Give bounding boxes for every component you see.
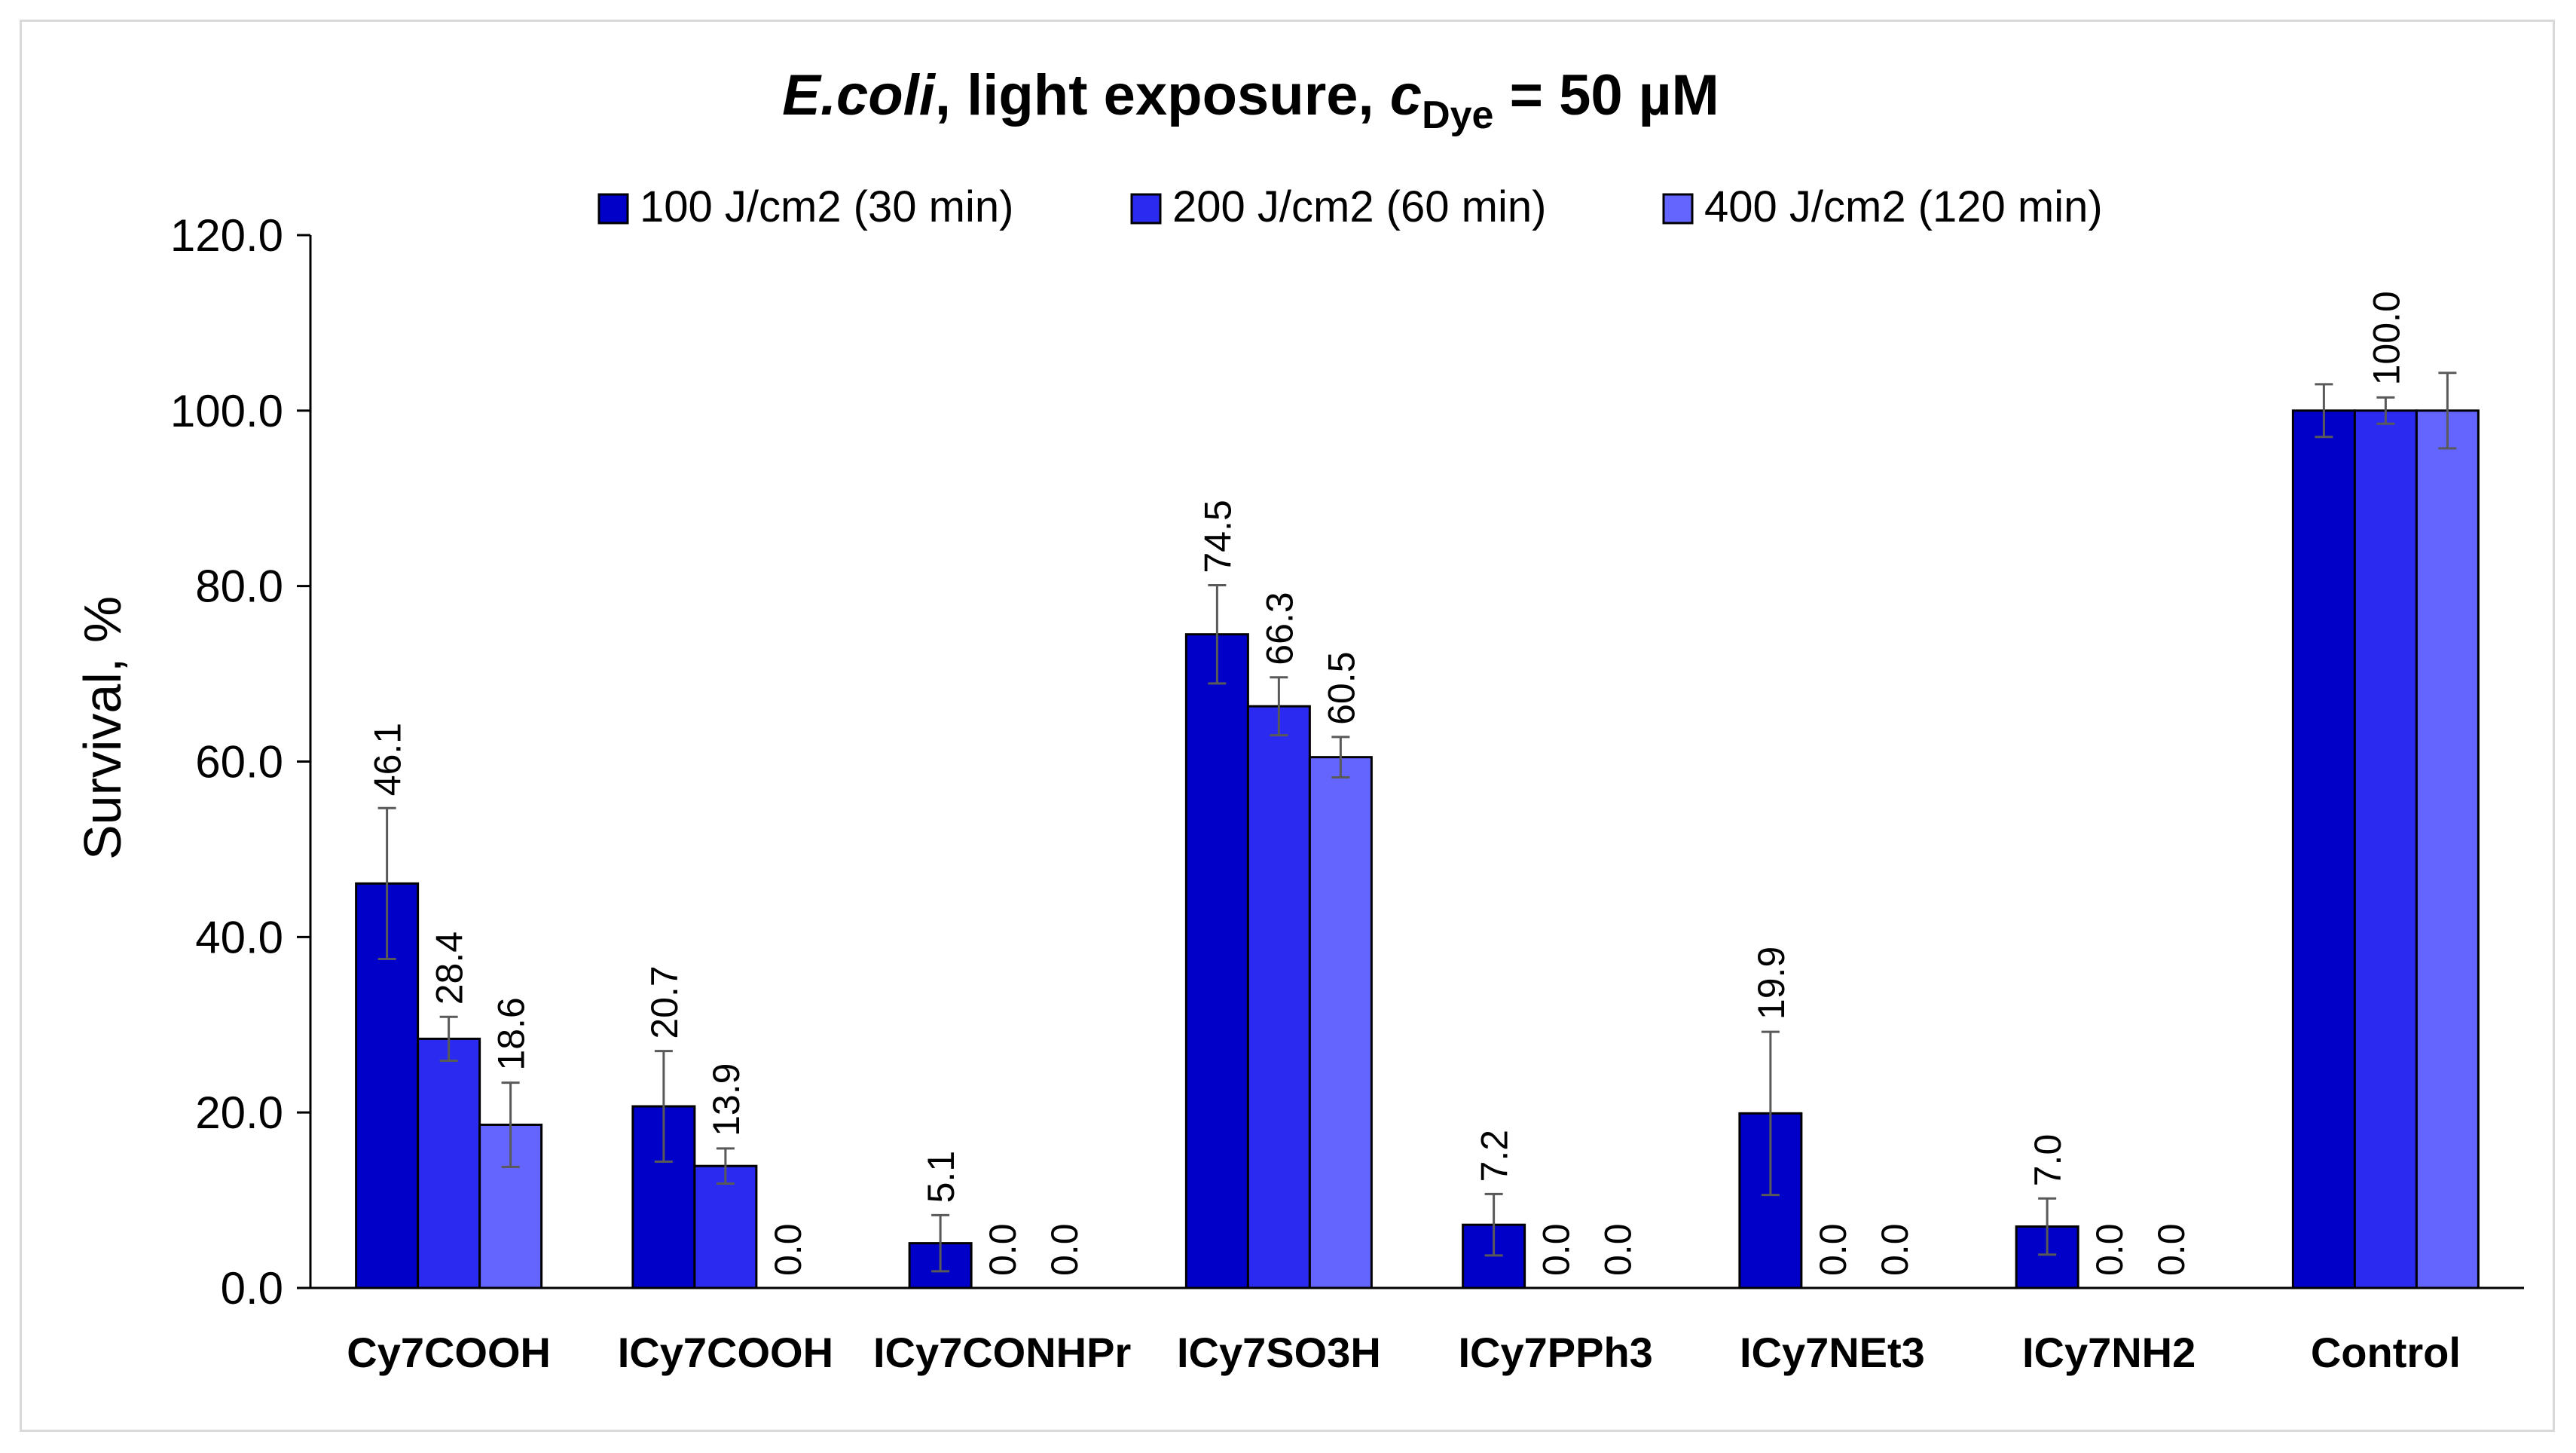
legend-label: 400 J/cm2 (120 min) <box>1704 182 2103 231</box>
data-label: 28.4 <box>429 931 471 1005</box>
title-c-subscript: Dye <box>1422 93 1493 137</box>
x-category-label: ICy7COOH <box>618 1329 833 1376</box>
x-category-label: Control <box>2311 1329 2461 1376</box>
data-label: 0.0 <box>2089 1223 2131 1276</box>
data-label: 19.9 <box>1750 947 1792 1020</box>
data-labels: 46.1 28.4 18.6 20.7 13.9 0.0 5.1 0.0 0.0 74.5 66.3… <box>367 291 2408 1276</box>
bar <box>1184 633 1249 1289</box>
data-label: 0.0 <box>1812 1223 1854 1276</box>
x-category-label: ICy7NEt3 <box>1740 1329 1925 1376</box>
data-label: 0.0 <box>1597 1223 1639 1276</box>
y-axis-label: Survival, % <box>73 596 132 860</box>
legend-label: 200 J/cm2 (60 min) <box>1172 182 1546 231</box>
data-label: 0.0 <box>2150 1223 2193 1276</box>
x-category-label: ICy7SO3H <box>1177 1329 1381 1376</box>
data-label: 74.5 <box>1196 500 1239 573</box>
legend: 100 J/cm2 (30 min) 200 J/cm2 (60 min) 400 … <box>597 182 2103 231</box>
x-category-label: ICy7CONHPr <box>873 1329 1131 1376</box>
data-label: 0.0 <box>982 1223 1024 1276</box>
bar <box>2353 409 2418 1289</box>
title-c-symbol: c <box>1390 63 1422 127</box>
bar <box>2415 409 2480 1289</box>
data-label: 100.0 <box>2365 291 2407 385</box>
y-axis: 0.0 20.0 40.0 60.0 80.0 100.0 120.0 <box>170 210 312 1314</box>
title-rest: , light exposure, <box>935 63 1390 127</box>
bar <box>417 1037 481 1289</box>
data-label: 7.0 <box>2027 1134 2069 1187</box>
bars <box>355 409 2480 1289</box>
data-label: 60.5 <box>1320 652 1362 725</box>
x-category-label: ICy7PPh3 <box>1458 1329 1652 1376</box>
y-tick-label: 0.0 <box>221 1263 283 1314</box>
legend-swatch <box>1130 193 1162 225</box>
data-label: 0.0 <box>767 1223 809 1276</box>
data-label: 13.9 <box>705 1063 747 1136</box>
bar <box>1308 756 1373 1289</box>
bar <box>2291 409 2356 1289</box>
legend-label: 100 J/cm2 (30 min) <box>640 182 1013 231</box>
error-bars <box>377 372 2457 1273</box>
y-tick-label: 40.0 <box>195 912 283 962</box>
data-label: 66.3 <box>1258 592 1300 665</box>
data-label: 7.2 <box>1474 1130 1516 1182</box>
title-equals-value: = 50 µM <box>1493 63 1719 127</box>
x-category-label: ICy7NH2 <box>2022 1329 2196 1376</box>
data-label: 0.0 <box>1536 1223 1578 1276</box>
data-label: 20.7 <box>643 965 686 1039</box>
chart-title: E.coli, light exposure, cDye = 50 µM <box>782 63 1719 137</box>
data-label: 5.1 <box>920 1151 962 1204</box>
y-tick-label: 80.0 <box>195 561 283 612</box>
y-tick-label: 60.0 <box>195 737 283 788</box>
legend-swatch <box>1662 193 1694 225</box>
x-category-label: Cy7COOH <box>347 1329 551 1376</box>
y-tick-label: 100.0 <box>170 386 283 436</box>
x-axis: Cy7COOH ICy7COOH ICy7CONHPr ICy7SO3H ICy7PPh… <box>310 1286 2524 1376</box>
data-label: 18.6 <box>490 997 533 1070</box>
data-label: 0.0 <box>1044 1223 1086 1276</box>
y-tick-label: 20.0 <box>195 1087 283 1138</box>
legend-swatch <box>597 193 629 225</box>
bar <box>1246 705 1311 1289</box>
data-label: 0.0 <box>1874 1223 1916 1276</box>
data-label: 46.1 <box>367 723 409 796</box>
y-tick-label: 120.0 <box>170 210 283 261</box>
title-organism: E.coli <box>782 63 937 127</box>
